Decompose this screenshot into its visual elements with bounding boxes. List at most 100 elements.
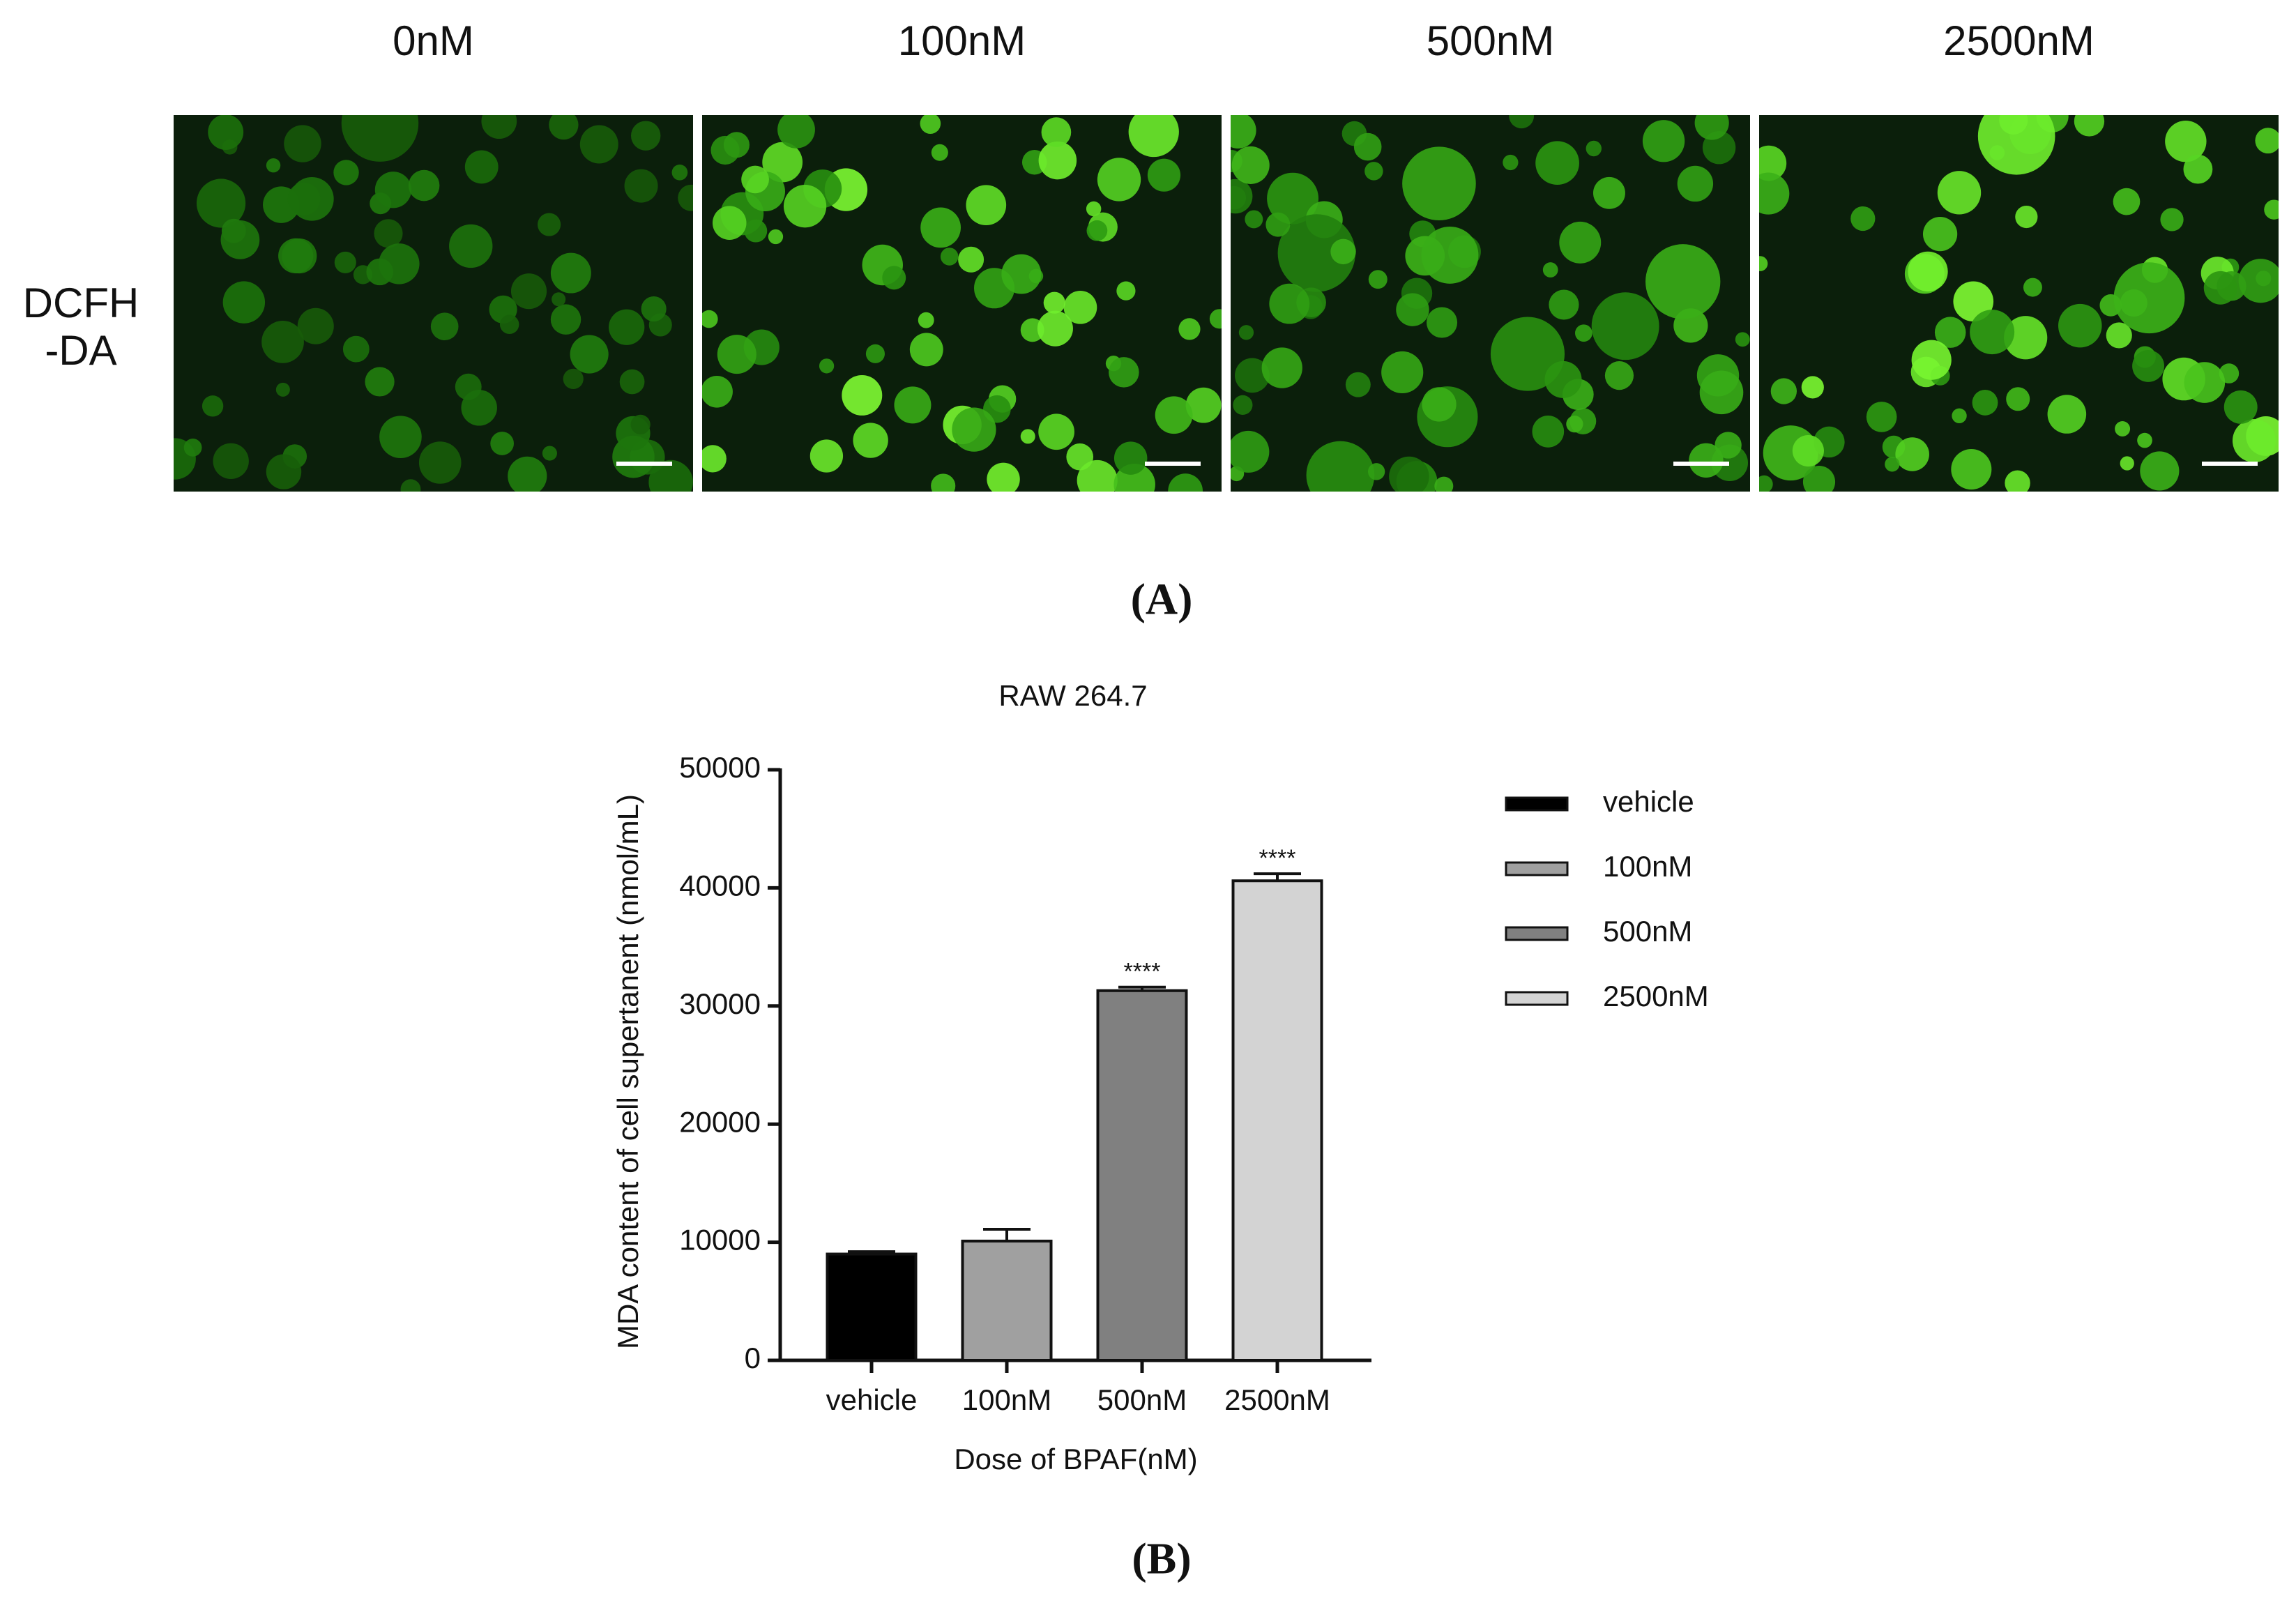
cell [1792, 434, 1824, 467]
cell [2113, 262, 2185, 334]
cell [430, 312, 459, 341]
cell [1952, 408, 1967, 424]
cell [1367, 463, 1385, 480]
cell [1759, 475, 1773, 492]
y-tick-label: 20000 [679, 1105, 761, 1138]
cell [1231, 115, 1256, 149]
cell [510, 273, 547, 310]
cell [920, 115, 941, 135]
y-tick-label: 50000 [679, 751, 761, 784]
cell [2223, 390, 2258, 424]
legend-swatch [1505, 991, 1569, 1006]
row-label: -DA [45, 327, 116, 374]
cell [809, 439, 844, 473]
cell [2058, 303, 2102, 348]
cell [1267, 172, 1319, 225]
cell [2015, 205, 2038, 229]
y-tick-label: 30000 [679, 987, 761, 1020]
column-label: 500nM [1427, 17, 1554, 64]
cell [1396, 293, 1429, 326]
cell [1549, 289, 1579, 320]
cell [408, 169, 440, 202]
cell [958, 246, 984, 273]
chart-title: RAW 264.7 [998, 679, 1147, 712]
cell [550, 304, 581, 335]
cell [1542, 262, 1558, 278]
cell [481, 115, 517, 139]
cell [909, 333, 943, 367]
cell [918, 312, 934, 328]
cell [220, 220, 260, 259]
cell [2238, 259, 2279, 303]
cell [1109, 357, 1139, 388]
cell [1591, 292, 1659, 360]
cell [570, 335, 609, 374]
cell [1178, 318, 1201, 340]
cell [1592, 176, 1625, 209]
cell [1566, 416, 1583, 433]
bar [961, 1239, 1053, 1362]
cell [1364, 162, 1383, 181]
cell [1759, 145, 1787, 181]
cell [865, 344, 885, 363]
cell [630, 121, 661, 151]
cell [2165, 121, 2207, 162]
cell [1043, 291, 1065, 314]
cell [1421, 226, 1479, 284]
cell [717, 335, 757, 374]
cell [648, 459, 693, 492]
cell [1535, 141, 1579, 185]
cell [1038, 141, 1077, 180]
cell [819, 358, 835, 374]
cell [2106, 322, 2132, 349]
cell [196, 178, 246, 228]
cell [341, 115, 419, 162]
cell [1233, 395, 1253, 415]
cell [2184, 362, 2226, 403]
cell [1389, 456, 1429, 492]
cell [508, 456, 547, 492]
cell [1277, 214, 1355, 292]
cell [1269, 283, 1310, 324]
row-label: DCFH [23, 280, 139, 326]
cell [641, 296, 667, 322]
plot: 0 10000 20000 30000 40000 50000 vehicle vehicle… [679, 751, 1709, 1416]
cell [2264, 199, 2279, 220]
cell [1168, 473, 1203, 492]
cell [1689, 443, 1724, 478]
cell [278, 238, 314, 274]
cell [931, 144, 948, 161]
column-label: 0nM [393, 17, 474, 64]
cell [2006, 387, 2030, 411]
cell [1715, 432, 1742, 459]
cell [1128, 115, 1179, 158]
cell [1694, 115, 1729, 140]
cell [275, 382, 290, 397]
cell [418, 441, 462, 484]
cell [920, 207, 961, 248]
cell [1951, 449, 1992, 490]
cell [744, 219, 768, 243]
cell [1097, 158, 1141, 202]
cell [1759, 256, 1768, 271]
legend-label: vehicle [1603, 785, 1694, 818]
cell [1801, 376, 1824, 399]
bar [1231, 879, 1323, 1362]
cell [2255, 128, 2279, 154]
cell [1063, 290, 1097, 324]
cell [1970, 310, 2015, 355]
cell [266, 454, 302, 489]
cell [261, 321, 304, 363]
cell [1802, 466, 1836, 492]
cell [842, 374, 883, 416]
cell [538, 213, 561, 236]
cell [882, 266, 906, 290]
cell [379, 416, 422, 458]
cell [499, 314, 519, 335]
cell [1231, 146, 1270, 184]
cell [365, 367, 395, 397]
cell [1345, 372, 1371, 397]
cell [712, 206, 747, 240]
